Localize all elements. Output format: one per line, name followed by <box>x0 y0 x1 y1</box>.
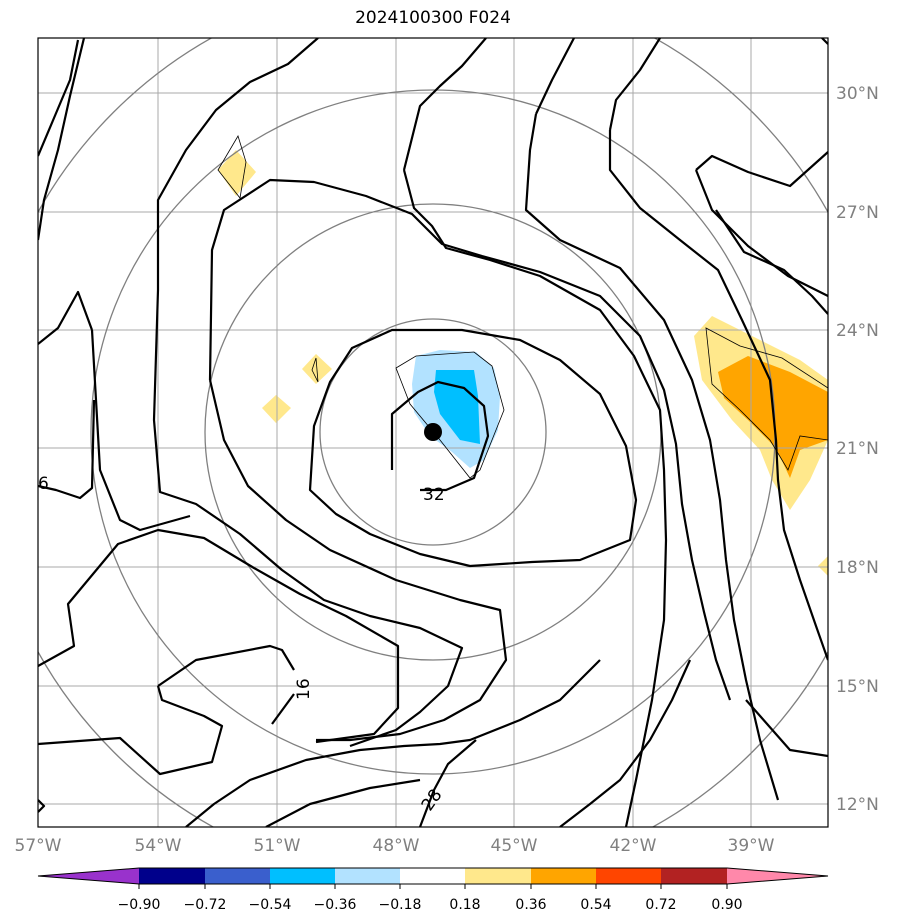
colorbar-tick-label: 0.36 <box>515 897 546 913</box>
colorbar-cell <box>335 868 400 884</box>
contour-label-32: 32 <box>423 485 445 505</box>
colorbar-tick-label: 0.18 <box>449 897 480 913</box>
colorbar-tick-label: −0.54 <box>249 897 292 913</box>
colorbar-tick-label: −0.90 <box>118 897 161 913</box>
grid-lines <box>38 38 828 827</box>
colorbar-tick-label: 0.90 <box>711 897 742 913</box>
lon-label: 54°W <box>135 836 182 856</box>
colorbar-tick-label: −0.36 <box>314 897 357 913</box>
lat-label: 27°N <box>836 203 879 223</box>
lat-label: 18°N <box>836 558 879 578</box>
map-title: 2024100300 F024 <box>355 8 511 28</box>
contour-label-6: 6 <box>38 474 49 494</box>
colorbar-cell <box>596 868 661 884</box>
latitude-labels: 30°N 27°N 24°N 21°N 18°N 15°N 12°N <box>836 84 879 815</box>
colorbar-tick-label: 0.72 <box>645 897 676 913</box>
colorbar-cell <box>38 868 139 884</box>
colorbar-cell <box>465 868 531 884</box>
colorbar-cell <box>139 868 205 884</box>
lat-label: 21°N <box>836 439 879 459</box>
colorbar-cell <box>661 868 727 884</box>
lon-label: 57°W <box>15 836 62 856</box>
colorbar-cell <box>727 868 828 884</box>
colorbar-cell <box>531 868 596 884</box>
lon-label: 51°W <box>254 836 301 856</box>
shading-outlines <box>217 135 828 479</box>
lon-label: 42°W <box>610 836 657 856</box>
colorbar-cell <box>400 868 465 884</box>
longitude-labels: 57°W 54°W 51°W 48°W 45°W 42°W 39°W <box>15 836 775 856</box>
lat-label: 15°N <box>836 677 879 697</box>
lon-label: 45°W <box>491 836 538 856</box>
lat-label: 24°N <box>836 321 879 341</box>
colorbar-tick-marks <box>138 884 728 889</box>
lat-label: 30°N <box>836 84 879 104</box>
colorbar-tick-label: −0.18 <box>379 897 422 913</box>
lon-label: 39°W <box>728 836 775 856</box>
colorbar-cell <box>270 868 335 884</box>
height-contours <box>38 38 828 827</box>
colorbar-tick-label: 0.54 <box>580 897 611 913</box>
map-plot-area: 6 16 32 28 <box>38 38 828 827</box>
storm-center-marker <box>424 423 442 441</box>
colorbar-cell <box>205 868 270 884</box>
lon-label: 48°W <box>373 836 420 856</box>
map-frame <box>37 37 829 828</box>
colorbar: −0.90 −0.72 −0.54 −0.36 −0.18 0.18 0.36 … <box>37 867 829 913</box>
contour-label-16: 16 <box>294 678 314 700</box>
lat-label: 12°N <box>836 795 879 815</box>
colorbar-tick-label: −0.72 <box>184 897 227 913</box>
